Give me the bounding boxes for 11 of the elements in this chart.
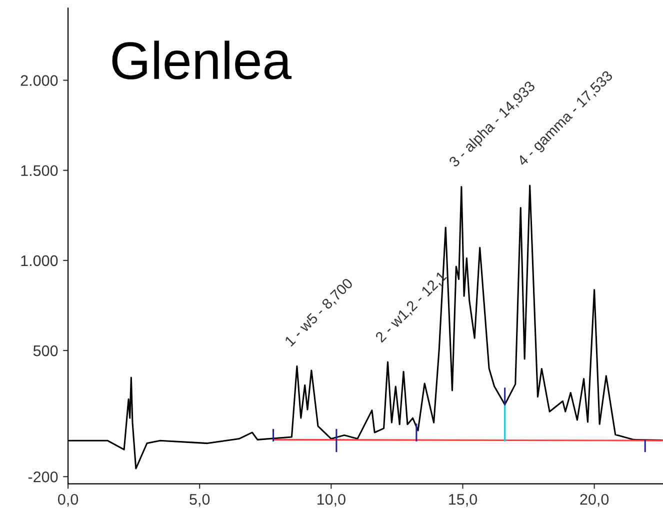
x-tick-label: 10,0 <box>317 494 346 507</box>
x-tick-label: 15,0 <box>449 494 478 507</box>
y-tick-label: 2.000 <box>20 75 58 86</box>
x-tick-label: 20,0 <box>580 494 609 507</box>
y-tick-label: -200 <box>28 472 58 482</box>
y-tick-label: 1.500 <box>21 165 58 176</box>
x-tick-label: 5,0 <box>190 494 210 507</box>
y-tick-label: 1.000 <box>21 255 58 266</box>
chart-title: Glenlea <box>112 40 292 80</box>
y-tick-label: 500 <box>33 345 58 356</box>
x-tick-label: 0,0 <box>58 494 78 507</box>
